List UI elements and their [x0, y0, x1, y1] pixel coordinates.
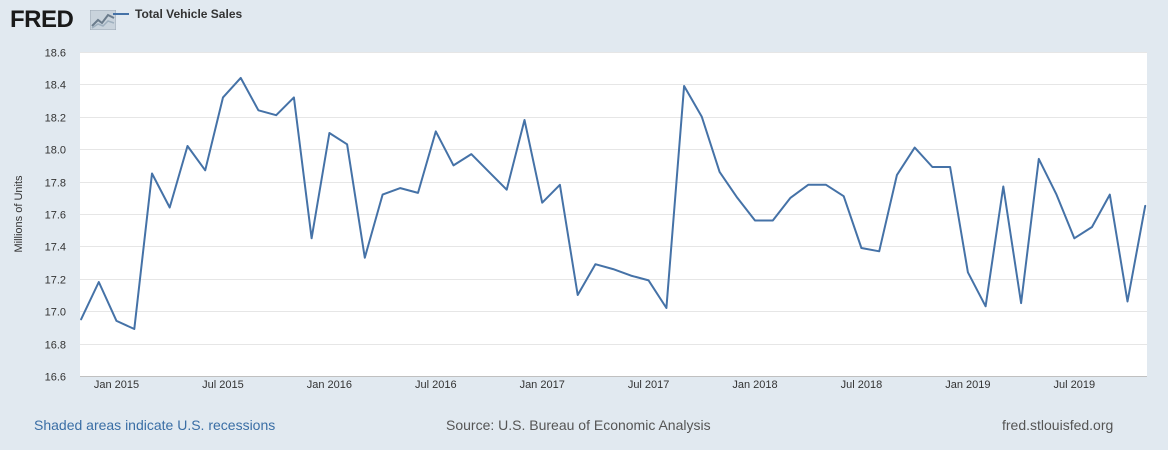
- site-link[interactable]: fred.stlouisfed.org: [1002, 417, 1114, 433]
- x-tick-label: Jan 2017: [520, 379, 565, 390]
- grid-lines: [80, 52, 1147, 377]
- x-tick-label: Jan 2018: [732, 379, 777, 390]
- series-line-0: [80, 76, 1147, 330]
- fred-logo[interactable]: FRED: [10, 6, 74, 33]
- x-tick-label: Jan 2016: [307, 379, 352, 390]
- fred-chart-icon: [90, 10, 116, 30]
- y-tick-labels: 16.6 16.8 17.0 17.2 17.4 17.6 17.8 18.0 18.2 18.4…: [45, 48, 66, 384]
- y-tick-label: 16.6: [45, 372, 66, 384]
- y-tick-label: 17.2: [45, 275, 66, 287]
- x-tick-label: Jul 2017: [628, 379, 670, 390]
- series-group: [80, 76, 1147, 330]
- x-tick-label: Jul 2016: [415, 379, 457, 390]
- y-tick-label: 17.8: [45, 178, 66, 190]
- y-tick-label: 17.6: [45, 210, 66, 222]
- y-tick-label: 18.6: [45, 48, 66, 60]
- y-tick-label: 17.0: [45, 307, 66, 319]
- x-tick-label: Jul 2018: [841, 379, 883, 390]
- legend-swatch: [113, 13, 129, 15]
- y-tick-label: 18.2: [45, 113, 66, 125]
- legend-label: Total Vehicle Sales: [135, 7, 243, 21]
- line-chart[interactable]: 16.6 16.8 17.0 17.2 17.4 17.6 17.8 18.0 18.2 18.4…: [0, 40, 1168, 390]
- y-tick-label: 18.0: [45, 145, 66, 157]
- y-tick-label: 16.8: [45, 340, 66, 352]
- x-tick-label: Jan 2015: [94, 379, 139, 390]
- x-tick-labels: Jan 2015 Jul 2015 Jan 2016 Jul 2016 Jan 2017…: [94, 379, 1095, 390]
- recessions-note-link[interactable]: Shaded areas indicate U.S. recessions: [34, 417, 276, 433]
- y-tick-label: 18.4: [45, 80, 66, 92]
- x-tick-label: Jul 2019: [1053, 379, 1095, 390]
- y-axis-label: Millions of Units: [13, 175, 25, 253]
- y-tick-label: 17.4: [45, 242, 66, 254]
- source-text: Source: U.S. Bureau of Economic Analysis: [446, 417, 711, 433]
- x-tick-label: Jan 2019: [945, 379, 990, 390]
- x-tick-label: Jul 2015: [202, 379, 244, 390]
- header: FRED: [10, 6, 610, 34]
